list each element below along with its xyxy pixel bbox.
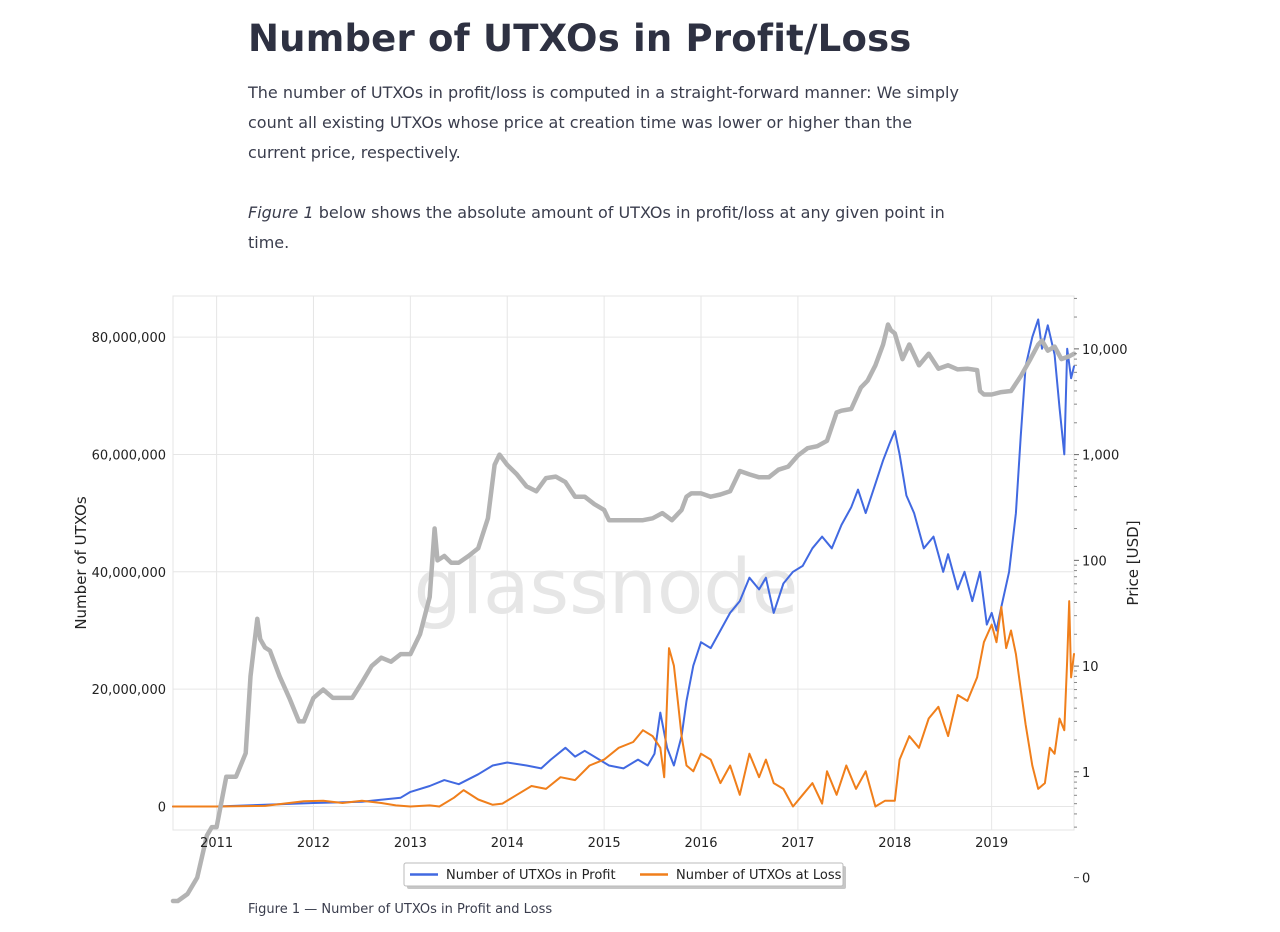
series-line-profit — [172, 318, 1075, 808]
x-tick-label: 2015 — [588, 836, 621, 851]
page-title: Number of UTXOs in Profit/Loss — [248, 17, 912, 60]
y-tick-label: 60,000,000 — [92, 448, 166, 463]
x-tick-label: 2019 — [975, 836, 1008, 851]
y2-tick-label: 100 — [1082, 554, 1107, 569]
figure-reference-text: below shows the absolute amount of UTXOs… — [248, 203, 945, 252]
y-axis-label: Number of UTXOs — [72, 496, 90, 630]
series-line-price — [170, 322, 1077, 904]
y-tick-label: 20,000,000 — [92, 683, 166, 698]
y-tick-label: 0 — [158, 801, 166, 816]
series-line-loss — [172, 600, 1075, 808]
figure-reference-paragraph: Figure 1 below shows the absolute amount… — [248, 198, 968, 258]
watermark: glassnode — [414, 542, 799, 631]
y2-axis-label: Price [USD] — [1124, 520, 1142, 605]
figure-caption: Figure 1 — Number of UTXOs in Profit and… — [248, 902, 553, 917]
y2-tick-label: 10,000 — [1082, 343, 1128, 358]
y2-tick-label: 10 — [1082, 660, 1099, 675]
figure-reference: Figure 1 — [248, 203, 314, 222]
y2-tick-label: 0 — [1082, 872, 1090, 887]
x-tick-label: 2016 — [684, 836, 717, 851]
x-tick-label: 2017 — [781, 836, 814, 851]
x-tick-label: 2014 — [491, 836, 524, 851]
legend-item-profit-label: Number of UTXOs in Profit — [446, 868, 616, 883]
y-tick-label: 40,000,000 — [92, 566, 166, 581]
legend — [403, 862, 844, 887]
x-tick-label: 2018 — [878, 836, 911, 851]
y2-tick-label: 1,000 — [1082, 449, 1119, 464]
plot-area — [172, 295, 1075, 831]
intro-paragraph: The number of UTXOs in profit/loss is co… — [248, 83, 959, 162]
y-tick-label: 80,000,000 — [92, 331, 166, 346]
y2-tick-label: 1 — [1082, 766, 1090, 781]
legend-item-loss-label: Number of UTXOs at Loss — [676, 868, 842, 883]
x-tick-label: 2012 — [297, 836, 330, 851]
x-tick-label: 2013 — [394, 836, 427, 851]
x-tick-label: 2011 — [200, 836, 233, 851]
article: Number of UTXOs in Profit/Loss The numbe… — [248, 0, 968, 252]
